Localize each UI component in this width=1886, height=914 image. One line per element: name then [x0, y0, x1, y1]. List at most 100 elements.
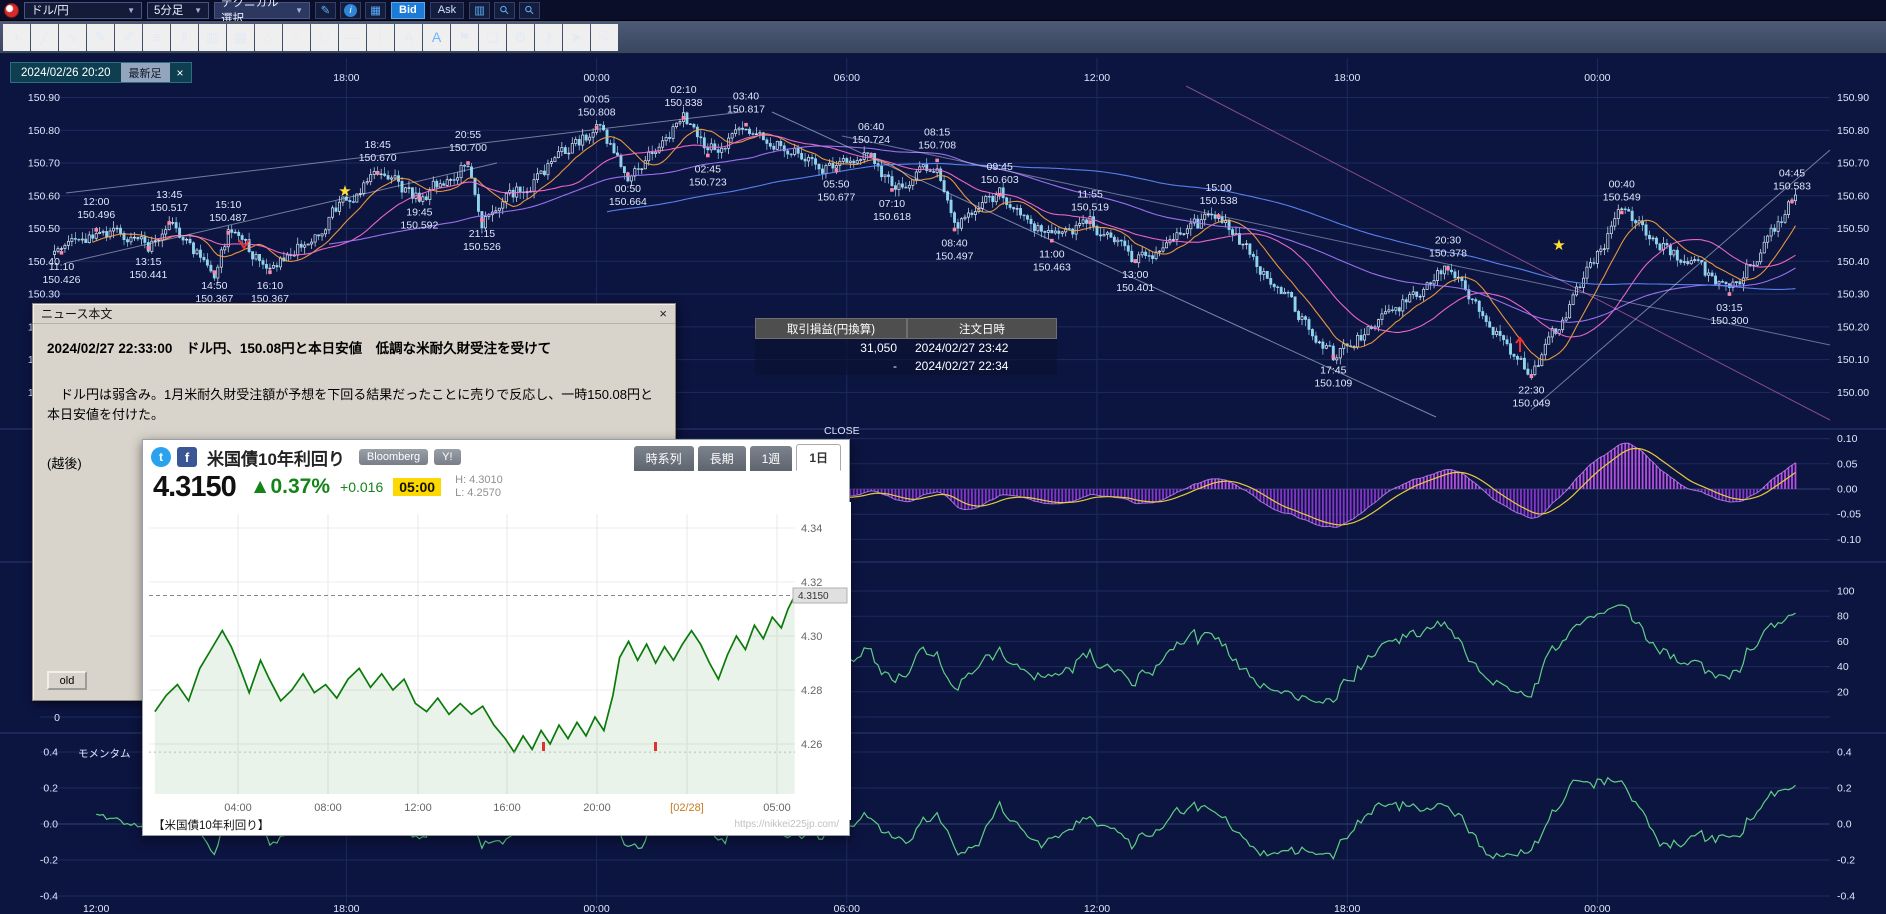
- annotation-time: 14:50: [201, 280, 227, 292]
- symbol-select[interactable]: ドル/円 ▼: [24, 2, 142, 19]
- annotation-price: 150.378: [1429, 248, 1467, 260]
- swing-marker: [466, 161, 470, 165]
- bloomberg-badge[interactable]: Bloomberg: [359, 449, 428, 465]
- time-label-top: 12:00: [1084, 72, 1110, 84]
- rectangle-icon[interactable]: □: [311, 24, 338, 51]
- bid-button[interactable]: Bid: [391, 2, 425, 19]
- export-icon[interactable]: ⎘: [591, 24, 618, 51]
- yahoo-badge[interactable]: Y!: [434, 449, 460, 465]
- annotation-time: 13:00: [1122, 269, 1148, 281]
- price-label-right: 150.10: [1837, 354, 1869, 366]
- treasury-y-label: 4.32: [801, 577, 822, 589]
- close-icon[interactable]: ×: [659, 306, 667, 321]
- annotation-time: 13:15: [135, 256, 161, 268]
- news-titlebar[interactable]: ニュース本文 ×: [33, 304, 675, 324]
- vertical-line-icon[interactable]: │: [367, 24, 394, 51]
- price-label-right: 150.60: [1837, 190, 1869, 202]
- tab-1週[interactable]: 1週: [750, 446, 793, 471]
- trendline-icon[interactable]: ╱: [31, 24, 58, 51]
- tab-時系列[interactable]: 時系列: [634, 446, 694, 471]
- swing-marker: [1446, 267, 1450, 271]
- high-low-block: H: 4.3010 L: 4.2570: [455, 474, 503, 500]
- pane1-title: CLOSE: [824, 425, 860, 437]
- annotation-time: 15:00: [1205, 182, 1231, 194]
- annotation-price: 150.618: [873, 211, 911, 223]
- twitter-icon[interactable]: t: [151, 447, 171, 467]
- treasury-footer: 【米国債10年利回り】 https://nikkei225jp.com/: [143, 816, 849, 833]
- annotation-price: 150.664: [609, 196, 647, 208]
- candle-datetime-overlay: 2024/02/26 20:20 最新足 ×: [10, 62, 192, 83]
- annotation-time: 08:40: [941, 238, 967, 250]
- text-icon[interactable]: A: [395, 24, 422, 51]
- candle-chart-icon[interactable]: ▥: [469, 2, 490, 19]
- macd-label-right: -0.05: [1837, 509, 1861, 521]
- facebook-icon[interactable]: f: [177, 447, 197, 467]
- timeframe-select[interactable]: 5分足 ▼: [147, 2, 209, 19]
- settings-icon[interactable]: ⚙: [507, 24, 534, 51]
- horizontal-lines-icon[interactable]: ≡: [143, 24, 170, 51]
- polyline-icon[interactable]: ∿: [59, 24, 86, 51]
- price-label-right: 150.90: [1837, 92, 1869, 104]
- current-yield-badge-text: 4.3150: [798, 591, 829, 602]
- pointer-icon[interactable]: ➤: [563, 24, 590, 51]
- annotation-time: 08:15: [924, 126, 950, 138]
- star-marker: ★: [338, 183, 351, 200]
- swing-marker: [226, 231, 230, 235]
- annotation-price: 150.049: [1512, 397, 1550, 409]
- latest-candle-button[interactable]: 最新足: [121, 63, 170, 82]
- pencil-icon: ✎: [95, 29, 107, 46]
- technical-select[interactable]: テクニカル選択 ▼: [214, 2, 310, 19]
- layers-icon[interactable]: ❏: [479, 24, 506, 51]
- annotation-price: 150.808: [578, 107, 616, 119]
- flag-icon[interactable]: ⚑: [451, 24, 478, 51]
- orders-row[interactable]: -2024/02/27 22:34: [755, 357, 1057, 375]
- old-button[interactable]: old: [47, 671, 87, 690]
- crosshair-icon[interactable]: +: [3, 24, 30, 51]
- text-color-icon[interactable]: A: [423, 24, 450, 51]
- annotation-price: 150.463: [1033, 262, 1071, 274]
- zoom-in-icon[interactable]: ⚲: [519, 2, 540, 19]
- annotation-price: 150.526: [463, 241, 501, 253]
- zoom-reset-icon[interactable]: ⚲: [494, 2, 515, 19]
- draw-pencil-icon[interactable]: ✎: [315, 2, 336, 19]
- swing-marker: [1530, 374, 1534, 378]
- vertical-lines-icon[interactable]: ‖: [171, 24, 198, 51]
- treasury-chart[interactable]: 4.31504.344.324.304.284.2604:0008:0012:0…: [143, 502, 851, 820]
- grid-icon[interactable]: ▦: [227, 24, 254, 51]
- news-paragraph: ドル円は弱含み。1月米耐久財受注額が予想を下回る結果だったことに売りで反応し、一…: [47, 385, 661, 425]
- swing-marker: [1217, 214, 1221, 218]
- treasury-footer-url[interactable]: https://nikkei225jp.com/: [735, 819, 840, 830]
- orders-row[interactable]: 31,0502024/02/27 23:42: [755, 339, 1057, 357]
- tab-長期[interactable]: 長期: [698, 446, 746, 471]
- swing-marker: [935, 159, 939, 163]
- info-icon[interactable]: i: [340, 2, 361, 19]
- swing-marker: [953, 228, 957, 232]
- close-icon[interactable]: ×: [170, 66, 191, 80]
- annotation-time: 12:00: [83, 196, 109, 208]
- rsi-label-right: 100: [1837, 586, 1855, 598]
- annotation-price: 150.700: [449, 142, 487, 154]
- price-label-right: 150.20: [1837, 321, 1869, 333]
- tab-1日[interactable]: 1日: [796, 444, 841, 471]
- momentum-label-right: 0.0: [1837, 819, 1852, 831]
- time-label-bottom: 00:00: [583, 903, 609, 914]
- horizontal-line-icon[interactable]: —: [339, 24, 366, 51]
- marker-icon: ✐: [123, 29, 135, 46]
- crosshair-icon: +: [12, 29, 20, 45]
- pencil-icon[interactable]: ✎: [87, 24, 114, 51]
- marker-icon[interactable]: ✐: [115, 24, 142, 51]
- circle-icon[interactable]: ○: [283, 24, 310, 51]
- time-label-top: 18:00: [333, 72, 359, 84]
- annotation-price: 150.441: [129, 269, 167, 281]
- yield-value: 4.3150: [153, 471, 236, 504]
- yield-time-badge: 05:00: [393, 478, 441, 496]
- swing-marker: [147, 246, 151, 250]
- pentagon-icon[interactable]: ⌂: [255, 24, 282, 51]
- ask-button[interactable]: Ask: [430, 2, 464, 19]
- key-icon[interactable]: ⚷: [535, 24, 562, 51]
- annotation-price: 150.519: [1071, 201, 1109, 213]
- rsi-label-right: 20: [1837, 686, 1849, 698]
- calculator-icon[interactable]: ▦: [365, 2, 386, 19]
- bars-icon[interactable]: ▥: [199, 24, 226, 51]
- annotation-time: 03:40: [733, 91, 759, 103]
